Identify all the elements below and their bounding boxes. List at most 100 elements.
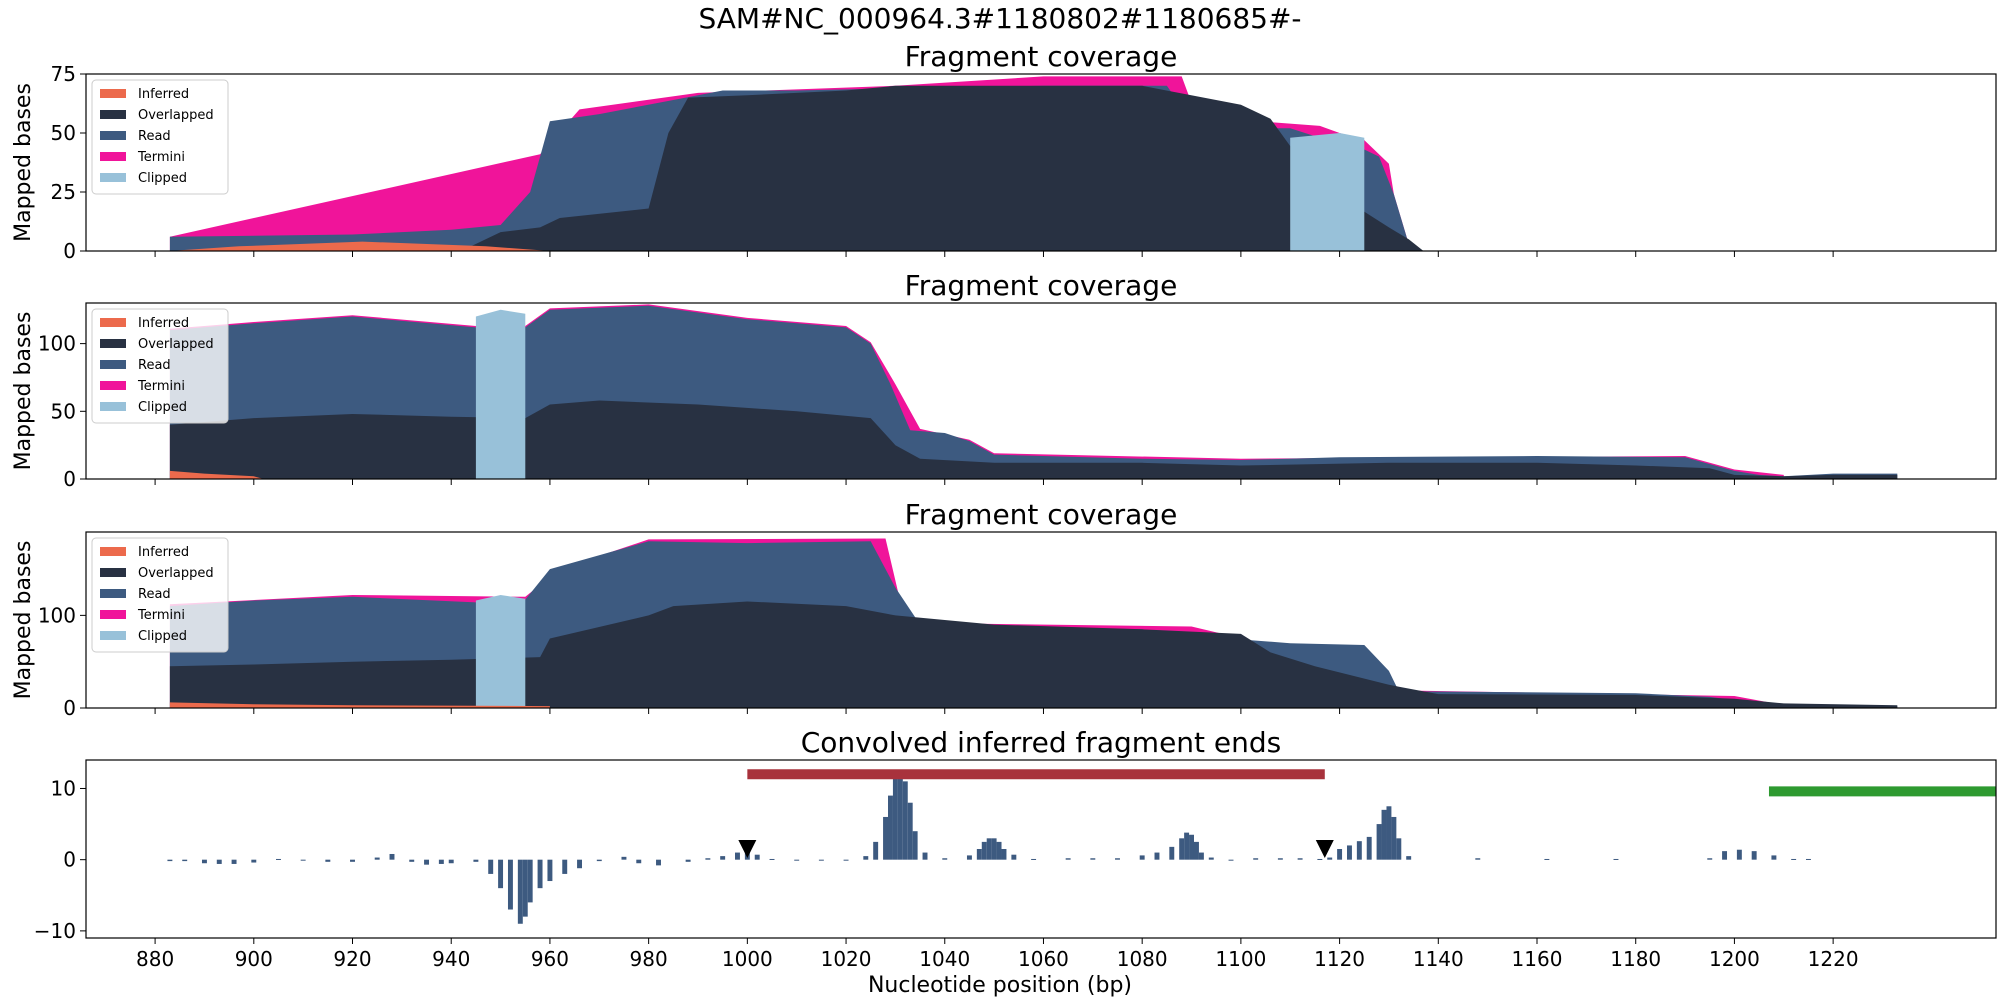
legend-label-termini: Termini — [137, 150, 185, 165]
series-area-clipped — [475, 309, 526, 479]
axes-frame — [85, 531, 1997, 709]
legend-frame — [91, 79, 229, 195]
x-tick-label: 900 — [235, 947, 273, 971]
panel-4: Convolved inferred fragment ends −10 0 10 88… — [34, 726, 1997, 971]
signal-bar — [1346, 845, 1352, 860]
chart-panels: Inferred Overlapped Read Termini Clipped Frag… — [11, 40, 1997, 971]
legend-swatch-read — [100, 589, 126, 598]
series-area-inferred — [169, 470, 264, 479]
y-tick-label: 25 — [51, 180, 76, 204]
x-tick-label: 880 — [136, 947, 174, 971]
plot-area — [169, 538, 1898, 708]
signal-bar — [1228, 859, 1234, 861]
signal-bar — [1707, 858, 1713, 860]
signal-bar — [1544, 858, 1550, 860]
x-tick-label: 1100 — [1215, 947, 1266, 971]
panel-title: Fragment coverage — [905, 269, 1178, 302]
legend-label-overlapped: Overlapped — [138, 566, 214, 581]
signal-bar — [892, 777, 898, 860]
signal-bar — [488, 859, 494, 874]
legend-swatch-inferred — [100, 547, 126, 556]
y-tick-label: 0 — [63, 239, 76, 263]
signal-bar — [888, 795, 893, 860]
signal-bar — [409, 859, 415, 862]
series-area-clipped — [475, 595, 526, 708]
y-tick-label: 100 — [38, 603, 76, 627]
signal-bar — [438, 859, 444, 864]
signal-bar — [1475, 858, 1481, 860]
legend-label-read: Read — [138, 587, 171, 602]
signal-bar — [754, 854, 760, 860]
signal-bar — [636, 859, 642, 864]
legend-frame — [91, 308, 229, 424]
signal-bar — [1011, 854, 1017, 860]
signal-bar — [1001, 849, 1007, 860]
signal-bar — [966, 855, 972, 860]
signal-bar — [976, 849, 982, 860]
legend-swatch-overlapped — [100, 339, 126, 348]
signal-bar — [902, 781, 908, 860]
signal-bar — [1184, 832, 1190, 860]
y-axis-label: Mapped bases — [11, 312, 36, 471]
y-tick-label: 75 — [51, 62, 76, 86]
legend-label-overlapped: Overlapped — [138, 108, 214, 123]
legend-label-clipped: Clipped — [138, 171, 187, 186]
y-tick-label: 100 — [38, 332, 76, 356]
signal-bar — [1791, 858, 1797, 860]
panel-2: Inferred Overlapped Read Termini Clipped Frag… — [11, 269, 1997, 491]
signal-bar — [1317, 858, 1323, 860]
legend: Inferred Overlapped Read Termini Clipped — [91, 79, 229, 195]
legend-swatch-clipped — [100, 402, 126, 411]
signal-bar — [685, 859, 691, 862]
x-tick-label: 1120 — [1314, 947, 1365, 971]
signal-bar — [1031, 858, 1037, 860]
signal-bar — [498, 859, 504, 889]
legend-swatch-overlapped — [100, 568, 126, 577]
axes-frame — [85, 73, 1997, 252]
legend-label-clipped: Clipped — [138, 400, 187, 415]
series-area-overlapped — [169, 601, 1898, 708]
legend-swatch-read — [100, 360, 126, 369]
panel-title: Convolved inferred fragment ends — [801, 726, 1282, 759]
y-axis-label: Mapped bases — [11, 541, 36, 700]
signal-bar — [596, 859, 602, 862]
signal-bar — [325, 859, 331, 862]
signal-bar — [251, 859, 257, 863]
legend-swatch-termini — [100, 381, 126, 390]
signal-bar — [1366, 836, 1372, 860]
signal-bar — [547, 859, 553, 882]
signal-bar — [1253, 858, 1259, 860]
signal-bar — [656, 859, 661, 866]
signal-bar — [1297, 858, 1303, 860]
legend-label-read: Read — [138, 358, 171, 373]
panel-3: Inferred Overlapped Read Termini Clipped Frag… — [11, 498, 1997, 720]
signal-bar — [350, 859, 355, 862]
signal-bar — [912, 831, 918, 860]
signal-bar — [922, 852, 928, 860]
signal-bar — [735, 852, 740, 860]
series-area-overlapped — [169, 85, 1424, 251]
legend-swatch-read — [100, 131, 126, 140]
signal-bar — [897, 770, 903, 860]
x-tick-label: 980 — [630, 947, 668, 971]
legend-swatch-inferred — [100, 318, 126, 327]
x-tick-label: 1220 — [1808, 947, 1859, 971]
signal-bar — [794, 859, 800, 861]
signal-bar — [1154, 852, 1160, 860]
signal-bar — [182, 859, 188, 862]
signal-bar — [577, 859, 583, 869]
signal-bar — [507, 859, 513, 910]
signal-bar — [1208, 857, 1214, 860]
signal-bar — [473, 859, 479, 862]
signal-bar — [863, 856, 869, 860]
signal-bar — [883, 816, 889, 860]
signal-bar — [1198, 852, 1204, 860]
signal-bar — [1396, 838, 1402, 860]
plot-area — [167, 769, 1996, 924]
y-axis-label: Mapped bases — [11, 83, 36, 242]
signal-bar — [1115, 858, 1120, 860]
signal-bar — [996, 841, 1002, 860]
signal-bar — [720, 856, 726, 860]
signal-bar — [374, 857, 380, 860]
